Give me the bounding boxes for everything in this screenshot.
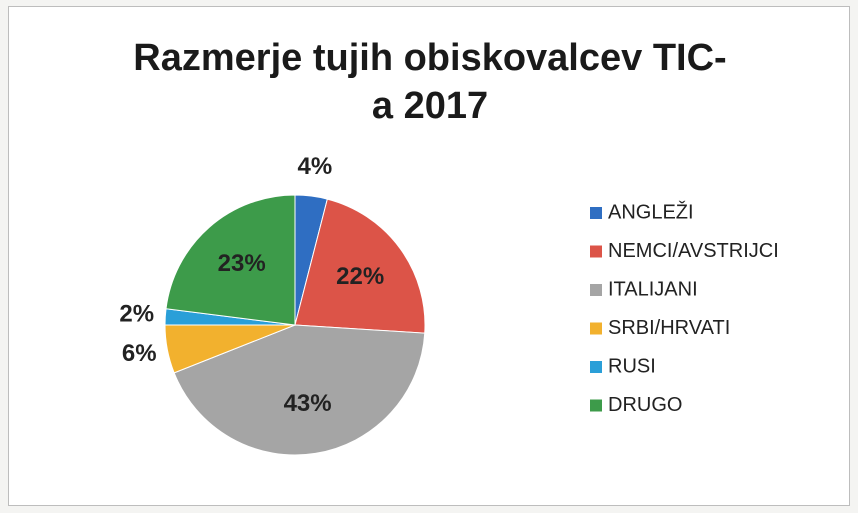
data-label: 6% — [122, 340, 157, 367]
data-label: 43% — [284, 390, 332, 417]
legend-swatch — [590, 361, 602, 373]
legend-label: ITALIJANI — [608, 278, 698, 300]
legend-swatch — [590, 399, 602, 412]
pie-slice — [165, 194, 296, 326]
chart-frame — [8, 6, 850, 506]
legend-swatch — [590, 207, 602, 219]
data-label: 4% — [298, 153, 333, 180]
legend-label: NEMCI/AVSTRIJCI — [608, 240, 779, 262]
data-label: 2% — [119, 300, 154, 327]
data-label: 23% — [218, 250, 266, 277]
legend-swatch — [590, 245, 602, 258]
data-label: 22% — [336, 263, 384, 290]
pie-slice — [294, 198, 426, 334]
legend-label: ANGLEŽI — [608, 200, 694, 223]
legend-label: RUSI — [608, 355, 656, 377]
legend-label: SRBI/HRVATI — [608, 317, 730, 339]
chart-title: Razmerje tujih obiskovalcev TIC-a 2017 — [133, 37, 727, 127]
pie-slice — [173, 324, 426, 456]
legend-swatch — [590, 284, 602, 296]
legend-swatch — [590, 322, 602, 335]
legend-label: DRUGO — [608, 394, 682, 416]
